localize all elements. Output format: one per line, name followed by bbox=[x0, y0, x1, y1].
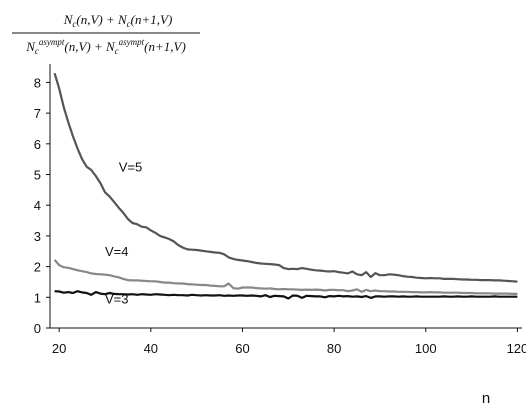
x-axis-label: n bbox=[482, 390, 490, 407]
x-tick-label: 80 bbox=[327, 341, 341, 356]
series-line-v-3 bbox=[54, 290, 518, 300]
y-tick-label: 0 bbox=[34, 321, 41, 336]
x-tick-label: 40 bbox=[144, 341, 158, 356]
y-tick-label: 4 bbox=[34, 198, 41, 213]
y-axis-label: Nc(n,V) + Nc(n+1,V) Ncasympt(n,V) + Ncas… bbox=[12, 12, 200, 56]
x-tick-label: 100 bbox=[415, 341, 437, 356]
y-tick-label: 6 bbox=[34, 137, 41, 152]
x-ticks: 20 40 60 80 100 120 bbox=[52, 328, 526, 356]
series-label: V=5 bbox=[119, 159, 142, 174]
y-tick-label: 5 bbox=[34, 168, 41, 183]
x-tick-label: 120 bbox=[507, 341, 526, 356]
x-tick-label: 60 bbox=[235, 341, 249, 356]
series-line-v-4 bbox=[53, 259, 518, 295]
y-label-numerator: Nc(n,V) + Nc(n+1,V) bbox=[63, 12, 173, 29]
series-label: V=3 bbox=[105, 291, 129, 306]
series-lines bbox=[53, 72, 518, 300]
y-tick-label: 2 bbox=[34, 260, 41, 275]
series-label: V=4 bbox=[105, 244, 129, 259]
y-label-denominator: Ncasympt(n,V) + Ncasympt(n+1,V) bbox=[25, 37, 186, 56]
y-ticks: 0 1 2 3 4 5 6 7 8 bbox=[34, 75, 50, 336]
series-annotations: V=5 V=4 V=3 bbox=[105, 159, 142, 306]
x-tick-label: 20 bbox=[52, 341, 66, 356]
y-tick-label: 8 bbox=[34, 75, 41, 90]
axes bbox=[49, 64, 522, 329]
y-tick-label: 7 bbox=[34, 106, 41, 121]
y-tick-label: 3 bbox=[34, 229, 41, 244]
series-line-v-5 bbox=[53, 72, 518, 283]
y-tick-label: 1 bbox=[34, 290, 41, 305]
